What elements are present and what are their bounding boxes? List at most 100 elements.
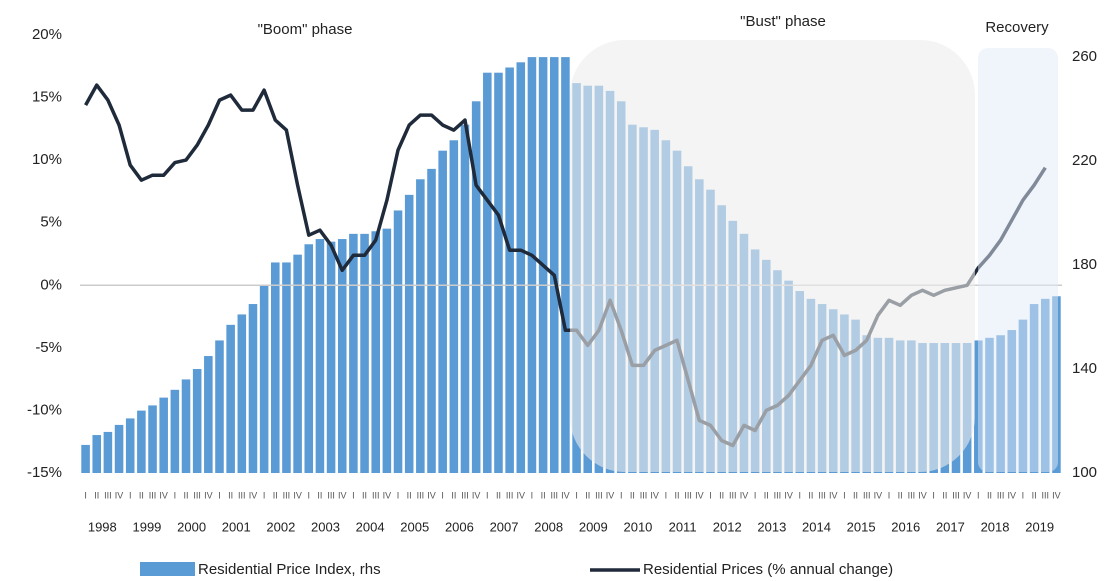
bar [215, 340, 224, 473]
bar [349, 233, 358, 473]
quarter-label: III [729, 490, 737, 500]
quarter-label: I [799, 490, 802, 500]
quarter-label: II [362, 490, 367, 500]
quarter-label: II [94, 490, 99, 500]
bar [326, 241, 336, 473]
x-tick-label: 2018 [981, 519, 1010, 534]
x-tick-label: 2001 [222, 519, 251, 534]
bust-phase-shade [570, 40, 975, 472]
x-tick-label: 2008 [534, 519, 563, 534]
quarter-label: II [541, 490, 546, 500]
bar [494, 72, 503, 473]
quarter-label: IV [918, 490, 927, 500]
quarter-label: I [575, 490, 578, 500]
x-tick-label: 2002 [266, 519, 295, 534]
quarter-label: I [665, 490, 668, 500]
quarter-label: II [853, 490, 858, 500]
quarter-label: IV [115, 490, 124, 500]
quarter-label: III [952, 490, 960, 500]
bar [125, 418, 135, 473]
quarter-label: III [104, 490, 112, 500]
bar [438, 150, 447, 473]
quarter-label: IV [740, 490, 749, 500]
quarter-label: II [496, 490, 501, 500]
bar [159, 397, 168, 473]
bar [137, 410, 146, 473]
quarter-label: II [898, 490, 903, 500]
quarter-label: I [843, 490, 846, 500]
quarter-label: I [397, 490, 400, 500]
bar [505, 67, 514, 473]
quarter-label: IV [874, 490, 883, 500]
quarter-label: III [372, 490, 380, 500]
quarter-label: I [218, 490, 221, 500]
bar [549, 57, 559, 473]
x-tick-label: 2013 [757, 519, 786, 534]
quarter-label: I [486, 490, 489, 500]
quarter-label: III [506, 490, 514, 500]
quarter-label: II [942, 490, 947, 500]
quarter-label: IV [561, 490, 570, 500]
bar [449, 140, 459, 473]
quarter-label: IV [695, 490, 704, 500]
quarter-label: I [84, 490, 87, 500]
quarter-label: IV [159, 490, 168, 500]
quarter-label: IV [293, 490, 302, 500]
x-tick-label: 2003 [311, 519, 340, 534]
bar [304, 244, 314, 473]
quarter-label: I [174, 490, 177, 500]
bar [103, 431, 113, 473]
bar [237, 314, 247, 473]
y-tick-label: 5% [40, 214, 62, 231]
bar [516, 62, 526, 474]
bar [181, 379, 191, 473]
bar [192, 369, 202, 473]
quarter-label: III [640, 490, 648, 500]
quarter-label: II [407, 490, 412, 500]
quarter-label: I [441, 490, 444, 500]
quarter-label: II [139, 490, 144, 500]
x-tick-label: 2011 [669, 519, 697, 534]
quarter-label: IV [784, 490, 793, 500]
quarter-label: II [451, 490, 456, 500]
bar [527, 57, 537, 473]
x-tick-label: 2005 [400, 519, 429, 534]
quarter-label: III [193, 490, 201, 500]
bar [170, 389, 180, 473]
quarter-label: IV [650, 490, 659, 500]
y2-tick-label: 140 [1072, 360, 1097, 377]
quarter-label: III [908, 490, 916, 500]
legend-label: Residential Price Index, rhs [198, 561, 381, 578]
quarter-label: III [863, 490, 871, 500]
x-tick-label: 2019 [1025, 519, 1054, 534]
bar [427, 168, 436, 473]
bar [148, 405, 157, 473]
quarter-label: IV [606, 490, 615, 500]
x-tick-label: 1998 [88, 519, 117, 534]
quarter-label: IV [517, 490, 526, 500]
quarter-label: I [129, 490, 132, 500]
bar [360, 233, 369, 473]
bar [282, 262, 291, 473]
quarter-label: IV [204, 490, 213, 500]
quarter-label: III [461, 490, 469, 500]
x-tick-label: 2007 [490, 519, 519, 534]
bar [371, 231, 380, 473]
y-tick-label: -10% [27, 401, 62, 418]
quarter-label: I [352, 490, 355, 500]
quarter-label: III [238, 490, 246, 500]
y-tick-label: 0% [40, 276, 62, 293]
x-tick-label: 2012 [713, 519, 742, 534]
bar [114, 424, 124, 473]
quarter-label: I [620, 490, 623, 500]
quarter-label: III [327, 490, 335, 500]
x-tick-label: 2006 [445, 519, 474, 534]
quarter-label: IV [472, 490, 481, 500]
quarter-label: II [630, 490, 635, 500]
quarter-label: II [184, 490, 189, 500]
y-tick-label: 10% [32, 151, 62, 168]
quarter-label: I [1022, 490, 1025, 500]
quarter-label: II [987, 490, 992, 500]
quarter-label: II [228, 490, 233, 500]
